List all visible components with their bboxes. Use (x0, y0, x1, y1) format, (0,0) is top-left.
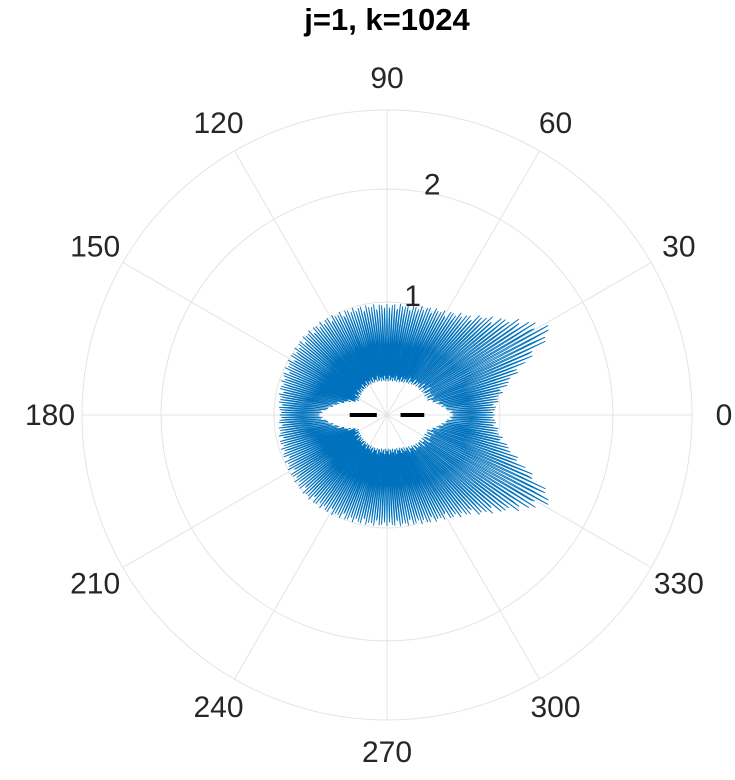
theta-tick-label-300: 300 (530, 691, 580, 724)
r-tick-label-2: 2 (424, 169, 441, 202)
theta-tick-label-120: 120 (193, 107, 243, 140)
theta-tick-label-270: 270 (362, 736, 412, 769)
tick-labels: 0 30 60 90 120 150 180 210 240 270 300 330 1 2 (25, 62, 732, 769)
theta-tick-label-180: 180 (25, 399, 75, 432)
series-oscillation-line (278, 303, 549, 527)
theta-tick-label-30: 30 (662, 231, 695, 264)
polar-grid (81, 109, 693, 721)
theta-tick-label-150: 150 (70, 231, 120, 264)
theta-tick-label-90: 90 (370, 62, 403, 95)
theta-tick-label-210: 210 (70, 568, 120, 601)
theta-tick-label-60: 60 (539, 107, 572, 140)
plot-area (278, 303, 549, 527)
theta-tick-label-240: 240 (193, 691, 243, 724)
theta-tick-label-0: 0 (716, 399, 733, 432)
r-tick-label-1: 1 (404, 280, 421, 313)
theta-tick-label-330: 330 (654, 568, 704, 601)
chart-title: j=1, k=1024 (303, 2, 470, 37)
